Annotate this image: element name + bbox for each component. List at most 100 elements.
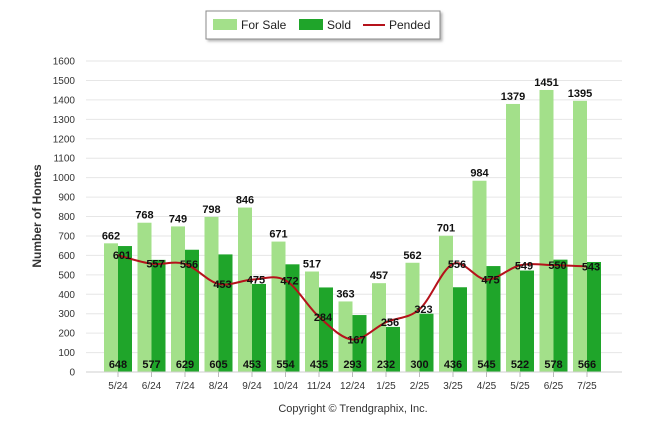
y-tick-label: 1400: [53, 95, 76, 106]
for-sale-value-label: 701: [437, 223, 455, 235]
copyright-text: Copyright © Trendgraphix, Inc.: [278, 403, 427, 415]
legend-swatch-sold: [299, 19, 323, 30]
pended-value-label: 475: [481, 275, 499, 287]
y-tick-label: 800: [58, 212, 75, 223]
y-tick-label: 1600: [53, 57, 76, 68]
pended-value-label: 256: [381, 317, 399, 329]
y-tick-label: 1300: [53, 115, 76, 126]
sold-value-label: 566: [578, 359, 596, 371]
x-tick-label: 3/25: [443, 381, 463, 392]
y-tick-label: 900: [58, 193, 75, 204]
legend-label-sold: Sold: [327, 18, 351, 32]
sold-value-label: 293: [343, 359, 361, 371]
pended-value-label: 601: [113, 250, 131, 262]
for-sale-value-label: 457: [370, 270, 388, 282]
for-sale-value-label: 984: [470, 168, 489, 180]
pended-value-label: 556: [180, 259, 198, 271]
pended-value-label: 556: [448, 259, 466, 271]
x-tick-label: 6/24: [142, 381, 162, 392]
sold-value-label: 453: [243, 359, 261, 371]
x-tick-label: 7/24: [175, 381, 195, 392]
pended-line-layer: [117, 254, 588, 341]
x-tick-label: 12/24: [340, 381, 365, 392]
sold-bar: [352, 315, 367, 372]
sold-bar: [553, 259, 568, 372]
sold-value-label: 300: [410, 359, 428, 371]
x-tick-label: 10/24: [273, 381, 298, 392]
x-tick-label: 9/24: [242, 381, 262, 392]
pended-value-label: 284: [314, 312, 333, 324]
x-tick-label: 7/25: [577, 381, 597, 392]
for-sale-value-label: 749: [169, 213, 187, 225]
for-sale-bar: [539, 89, 554, 372]
sold-bar: [419, 313, 434, 372]
for-sale-bar: [171, 226, 185, 372]
y-tick-label: 1100: [53, 154, 75, 165]
y-tick-label: 0: [69, 368, 75, 379]
for-sale-bar: [439, 235, 453, 372]
pended-value-label: 323: [414, 304, 432, 316]
for-sale-value-label: 768: [135, 210, 153, 222]
sold-bar: [151, 259, 166, 372]
sold-value-label: 232: [377, 359, 395, 371]
pended-value-label: 475: [247, 275, 265, 287]
sold-bar: [520, 270, 534, 372]
sold-value-label: 436: [444, 359, 462, 371]
pended-line: [117, 254, 588, 341]
axis-layer: 0 100 200 300 400 500 600 700 800 900 1000 1100 1200…: [53, 57, 622, 392]
sold-bar: [587, 261, 601, 372]
sold-value-label: 522: [511, 359, 529, 371]
for-sale-bar: [238, 207, 252, 372]
y-tick-label: 1200: [53, 134, 76, 145]
legend: For Sale Sold Pended: [205, 10, 441, 40]
sold-value-label: 605: [209, 359, 227, 371]
value-labels-layer: 662 601 648 768 557 577 749 556 629 798 453 605 846 4…: [102, 77, 600, 371]
sold-value-label: 629: [176, 359, 194, 371]
for-sale-bar: [204, 216, 219, 372]
for-sale-bar: [305, 271, 319, 372]
sold-bar: [252, 283, 266, 372]
pended-value-label: 543: [582, 261, 600, 273]
x-tick-label: 6/25: [544, 381, 564, 392]
x-tick-label: 4/25: [477, 381, 497, 392]
sold-value-label: 578: [544, 359, 562, 371]
for-sale-bar: [573, 100, 587, 373]
for-sale-value-label: 1451: [534, 77, 558, 89]
legend-swatch-for-sale: [213, 19, 237, 30]
y-axis-title: Number of Homes: [30, 164, 44, 268]
bars-layer: [104, 89, 601, 373]
sold-value-label: 554: [276, 359, 295, 371]
y-tick-label: 200: [58, 329, 75, 340]
sold-bar: [185, 249, 199, 372]
y-tick-label: 1000: [53, 173, 76, 184]
for-sale-bar: [104, 243, 118, 372]
for-sale-value-label: 363: [336, 288, 354, 300]
y-tick-label: 300: [58, 309, 75, 320]
sold-bar: [486, 266, 501, 372]
for-sale-bar: [506, 103, 520, 372]
for-sale-value-label: 562: [403, 250, 421, 262]
x-tick-label: 2/25: [410, 381, 430, 392]
x-tick-label: 5/24: [108, 381, 128, 392]
pended-value-label: 557: [146, 259, 164, 271]
pended-value-label: 549: [515, 260, 533, 272]
for-sale-value-label: 662: [102, 230, 120, 242]
sold-value-label: 577: [142, 359, 160, 371]
x-tick-label: 5/25: [510, 381, 530, 392]
sold-value-label: 435: [310, 359, 328, 371]
x-tick-label: 1/25: [376, 381, 396, 392]
sold-bar: [319, 287, 333, 372]
y-tick-label: 100: [58, 348, 75, 359]
y-tick-label: 600: [58, 251, 75, 262]
pended-value-label: 472: [280, 275, 298, 287]
pended-value-label: 453: [213, 279, 231, 291]
for-sale-bar: [271, 241, 286, 372]
for-sale-bar: [372, 283, 386, 372]
legend-label-pended: Pended: [389, 18, 430, 32]
for-sale-value-label: 517: [303, 259, 321, 271]
y-tick-label: 700: [58, 231, 75, 242]
for-sale-value-label: 671: [269, 229, 287, 241]
for-sale-bar: [405, 262, 420, 372]
